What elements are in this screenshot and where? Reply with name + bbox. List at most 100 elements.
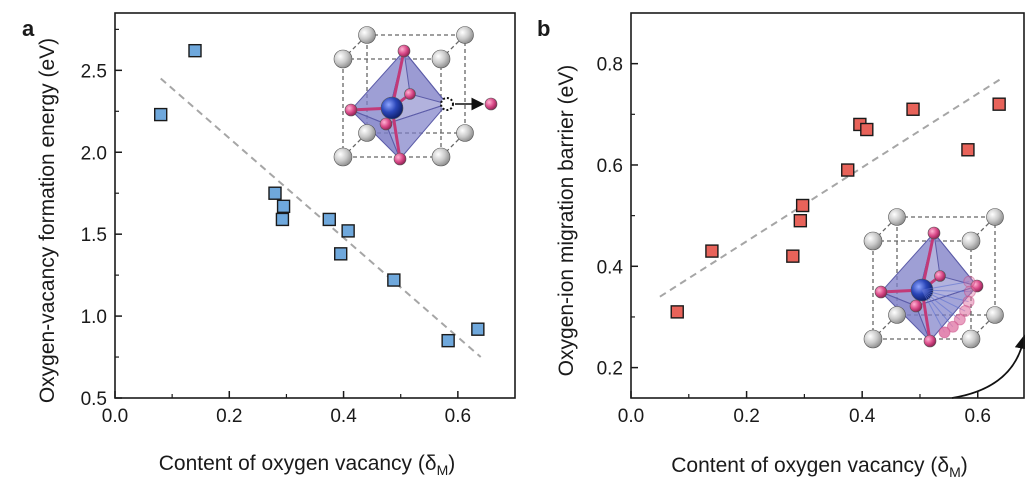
panel-a-points [154,43,485,348]
corner-atom [888,208,906,226]
data-point-b-8 [906,102,920,116]
panel-b-plot-frame [630,12,1025,399]
corner-atom [456,26,474,44]
data-point-b-9 [961,143,975,157]
x-tick-label-b-1: 0.2 [733,406,759,427]
oxygen-atom [934,270,946,282]
migrating-oxygen [946,320,959,333]
y-tick-label-a-4: 2.5 [81,61,107,82]
data-point-b-4 [795,198,810,213]
center-atom [380,96,404,120]
data-point-b-5 [841,163,855,177]
oxygen-atom [923,334,937,348]
migration-path [921,289,970,293]
corner-atom [358,124,376,142]
corner-atom [456,124,474,142]
panel-b-inset-structure [863,208,1025,399]
panel-a-x-ticks: 0.0 0.2 0.4 0.6 [102,391,471,427]
corner-atom [888,306,906,324]
panel-b-y-ticks: 0.2 0.4 0.6 0.8 [597,55,638,380]
oxygen-atom [404,88,416,100]
panel-a: a 0.0 0.2 0.4 0.6 0.5 1.0 1.5 2.0 2.5 Content o… [22,12,516,478]
oxygen-atom [393,152,407,166]
data-point-a-10 [471,322,485,336]
migration-path [921,289,945,333]
panel-b-points [670,97,1006,319]
data-point-b-3 [793,213,808,228]
data-point-a-2 [268,186,282,200]
migration-path [921,289,954,328]
data-point-a-9 [441,333,455,348]
y-tick-label-a-3: 2.0 [81,143,107,164]
corner-atom [333,49,353,69]
panel-b-y-axis-label: Oxygen-ion migration barrier (eV) [555,65,578,377]
data-point-a-1 [188,43,202,58]
migration-path [921,289,961,320]
corner-atom [986,208,1004,226]
y-tick-label-b-3: 0.8 [597,55,623,76]
corner-atom [961,231,981,251]
x-tick-label-a-3: 0.6 [445,406,471,427]
x-tick-label-a-1: 0.2 [216,406,242,427]
data-point-a-3 [276,199,291,214]
data-point-b-0 [670,305,684,319]
panel-a-plot-frame [114,12,516,399]
panel-a-letter: a [22,16,35,41]
panel-a-fit-line [160,77,482,358]
data-point-a-0 [154,107,168,122]
corner-atom [961,329,981,349]
oxygen-atom [344,103,358,117]
panel-a-y-axis-label: Oxygen-vacancy formation energy (eV) [36,38,59,403]
oxygen-atom [927,226,941,240]
migration-path [921,289,966,312]
x-tick-label-a-2: 0.4 [330,406,357,427]
y-tick-label-b-1: 0.4 [597,257,624,278]
migrating-oxygen [953,313,966,326]
migrating-oxygen [963,275,976,288]
y-tick-label-a-0: 0.5 [81,389,107,410]
migrating-oxygen [959,305,972,318]
corner-atom [333,147,353,167]
data-point-a-8 [387,273,401,287]
oxygen-atom [970,279,984,293]
panel-b-letter: b [537,16,550,41]
y-tick-label-b-0: 0.2 [597,359,623,380]
panel-b-fit-line [659,78,1002,298]
fit-line-a [160,77,482,358]
oxygen-atom [397,44,411,58]
y-tick-label-b-2: 0.6 [597,156,623,177]
x-tick-label-b-3: 0.6 [965,406,991,427]
fit-line-b [659,78,1002,298]
data-point-b-7 [860,122,874,137]
migration-path [921,289,969,303]
rotation-arrow [951,334,1025,399]
oxygen-atom [874,285,888,299]
data-point-b-10 [992,97,1006,111]
x-tick-label-b-2: 0.4 [849,406,876,427]
data-point-a-6 [341,224,355,238]
data-point-a-7 [334,247,348,261]
panel-a-y-ticks: 0.5 1.0 1.5 2.0 2.5 [81,28,122,410]
oxygen-atom [909,299,923,313]
data-point-a-5 [322,212,336,227]
corner-atom [863,329,883,349]
x-tick-label-a-0: 0.0 [102,406,128,427]
vacancy-site [440,97,454,111]
panel-b: b 0.0 0.2 0.4 0.6 0.2 0.4 0.6 0.8 Content of o… [537,12,1025,480]
data-point-b-1 [705,244,719,258]
panel-b-x-axis-label: Content of oxygen vacancy (δM) [671,454,968,478]
oxygen-atom [484,97,498,111]
y-tick-label-a-1: 1.0 [81,307,107,328]
y-tick-label-a-2: 1.5 [81,225,107,246]
panel-a-x-axis-label: Content of oxygen vacancy (δM) [159,452,456,478]
migrating-oxygen [938,326,951,339]
corner-atom [431,49,451,69]
corner-atom [863,231,883,251]
corner-atom [358,26,376,44]
corner-atom [986,306,1004,324]
data-point-a-4 [275,212,290,227]
x-tick-label-b-0: 0.0 [618,406,644,427]
corner-atom [431,147,451,167]
